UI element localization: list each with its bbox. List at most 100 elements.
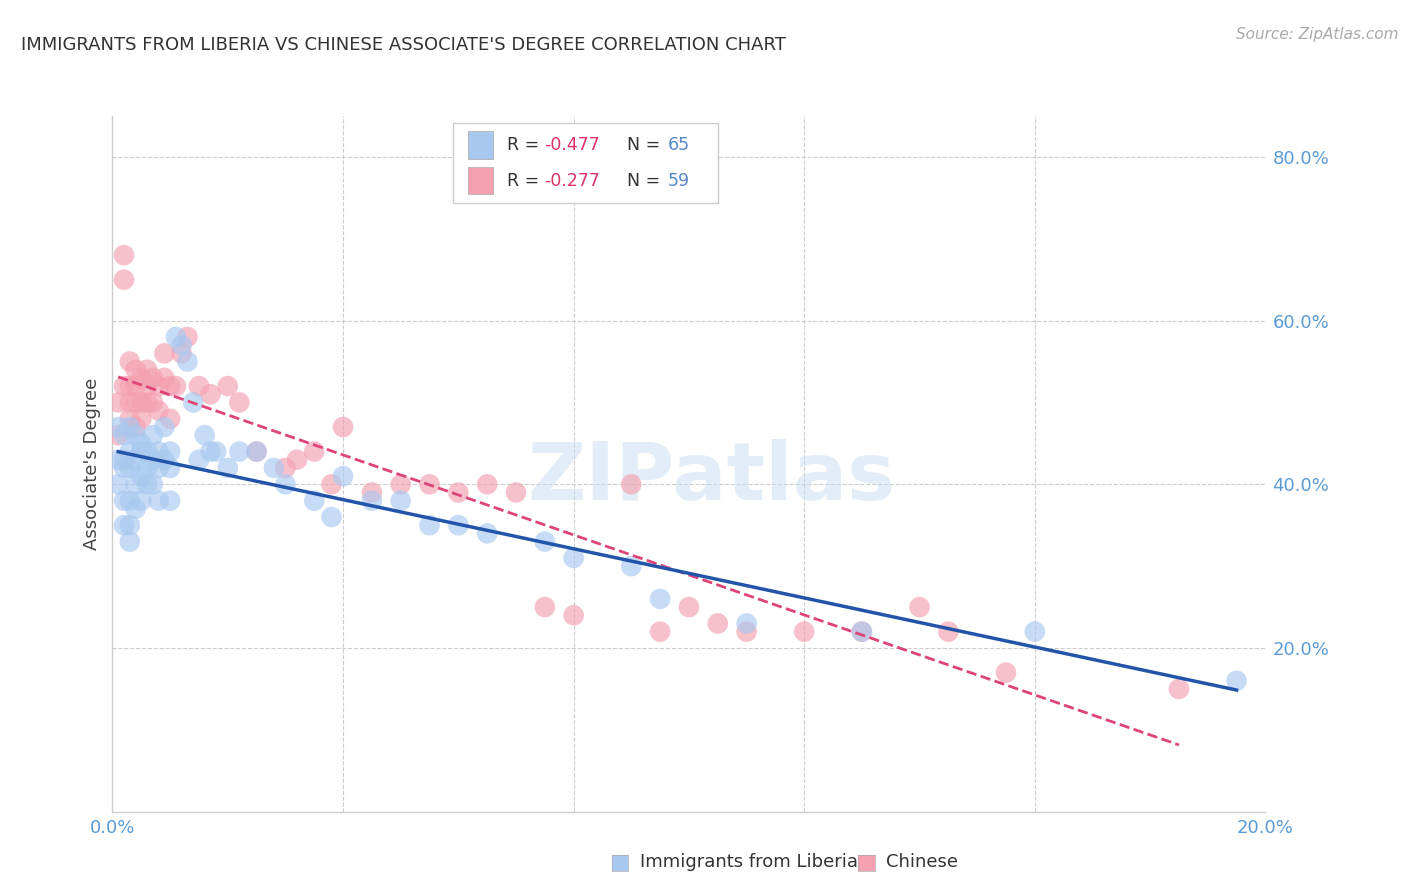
Text: R =: R = — [506, 171, 544, 189]
Point — [562, 608, 585, 623]
Point — [112, 273, 135, 287]
Text: R =: R = — [506, 136, 544, 154]
Point — [562, 551, 585, 566]
Point — [447, 485, 470, 500]
Point — [419, 477, 441, 491]
Point — [851, 624, 873, 639]
Point — [304, 444, 326, 458]
Point — [200, 444, 222, 458]
Point — [217, 379, 239, 393]
Point — [112, 379, 135, 393]
Point — [124, 395, 146, 409]
Text: N =: N = — [616, 136, 666, 154]
Point — [159, 444, 181, 458]
Point — [142, 428, 165, 442]
Point — [181, 395, 204, 409]
Point — [995, 665, 1018, 680]
Point — [118, 412, 141, 426]
Point — [129, 444, 153, 458]
Text: Immigrants from Liberia: Immigrants from Liberia — [640, 853, 858, 871]
Point — [153, 371, 176, 385]
Point — [176, 330, 198, 344]
Text: -0.277: -0.277 — [544, 171, 599, 189]
Point — [332, 469, 354, 483]
Point — [118, 379, 141, 393]
Point — [112, 452, 135, 467]
Point — [112, 518, 135, 533]
Point — [936, 624, 959, 639]
Point — [148, 403, 170, 417]
Point — [148, 493, 170, 508]
Point — [165, 379, 187, 393]
Point — [124, 362, 146, 376]
Point — [129, 436, 153, 450]
Point — [136, 379, 159, 393]
Point — [124, 420, 146, 434]
Point — [908, 600, 931, 615]
Point — [793, 624, 815, 639]
Point — [263, 461, 285, 475]
Point — [112, 461, 135, 475]
FancyBboxPatch shape — [468, 131, 494, 160]
Point — [200, 387, 222, 401]
Point — [735, 616, 758, 631]
Point — [118, 461, 141, 475]
Point — [735, 624, 758, 639]
Point — [505, 485, 527, 500]
Point — [274, 461, 297, 475]
Point — [107, 420, 129, 434]
Point — [136, 444, 159, 458]
Text: N =: N = — [616, 171, 666, 189]
Point — [159, 461, 181, 475]
Text: 65: 65 — [668, 136, 690, 154]
Point — [620, 477, 643, 491]
FancyBboxPatch shape — [468, 167, 494, 194]
Point — [118, 534, 141, 549]
Point — [176, 354, 198, 368]
Point — [159, 379, 181, 393]
Point — [136, 362, 159, 376]
Point — [142, 395, 165, 409]
FancyBboxPatch shape — [453, 123, 717, 203]
Point — [112, 428, 135, 442]
Point — [475, 477, 498, 491]
Point — [360, 493, 382, 508]
Text: -0.477: -0.477 — [544, 136, 599, 154]
Point — [136, 461, 159, 475]
Point — [304, 493, 326, 508]
Text: 59: 59 — [668, 171, 690, 189]
Point — [129, 493, 153, 508]
Point — [533, 534, 555, 549]
Point — [188, 452, 211, 467]
Point — [129, 371, 153, 385]
Point — [620, 559, 643, 574]
Point — [1226, 673, 1249, 688]
Point — [159, 493, 181, 508]
Text: IMMIGRANTS FROM LIBERIA VS CHINESE ASSOCIATE'S DEGREE CORRELATION CHART: IMMIGRANTS FROM LIBERIA VS CHINESE ASSOC… — [21, 36, 786, 54]
Point — [148, 379, 170, 393]
Point — [124, 428, 146, 442]
Point — [285, 452, 308, 467]
Point — [136, 395, 159, 409]
Point — [153, 420, 176, 434]
Point — [118, 518, 141, 533]
Point — [107, 477, 129, 491]
Point — [706, 616, 728, 631]
Point — [648, 591, 672, 606]
Point — [447, 518, 470, 533]
Point — [332, 420, 354, 434]
Point — [165, 330, 187, 344]
Point — [107, 395, 129, 409]
Point — [124, 379, 146, 393]
Point — [228, 444, 250, 458]
Point — [112, 248, 135, 262]
Point — [321, 510, 343, 524]
Text: ZIPatlas: ZIPatlas — [527, 439, 896, 516]
Point — [533, 600, 555, 615]
Point — [389, 477, 412, 491]
Point — [274, 477, 297, 491]
Point — [129, 469, 153, 483]
Point — [389, 493, 412, 508]
Point — [129, 412, 153, 426]
Point — [1167, 681, 1189, 696]
